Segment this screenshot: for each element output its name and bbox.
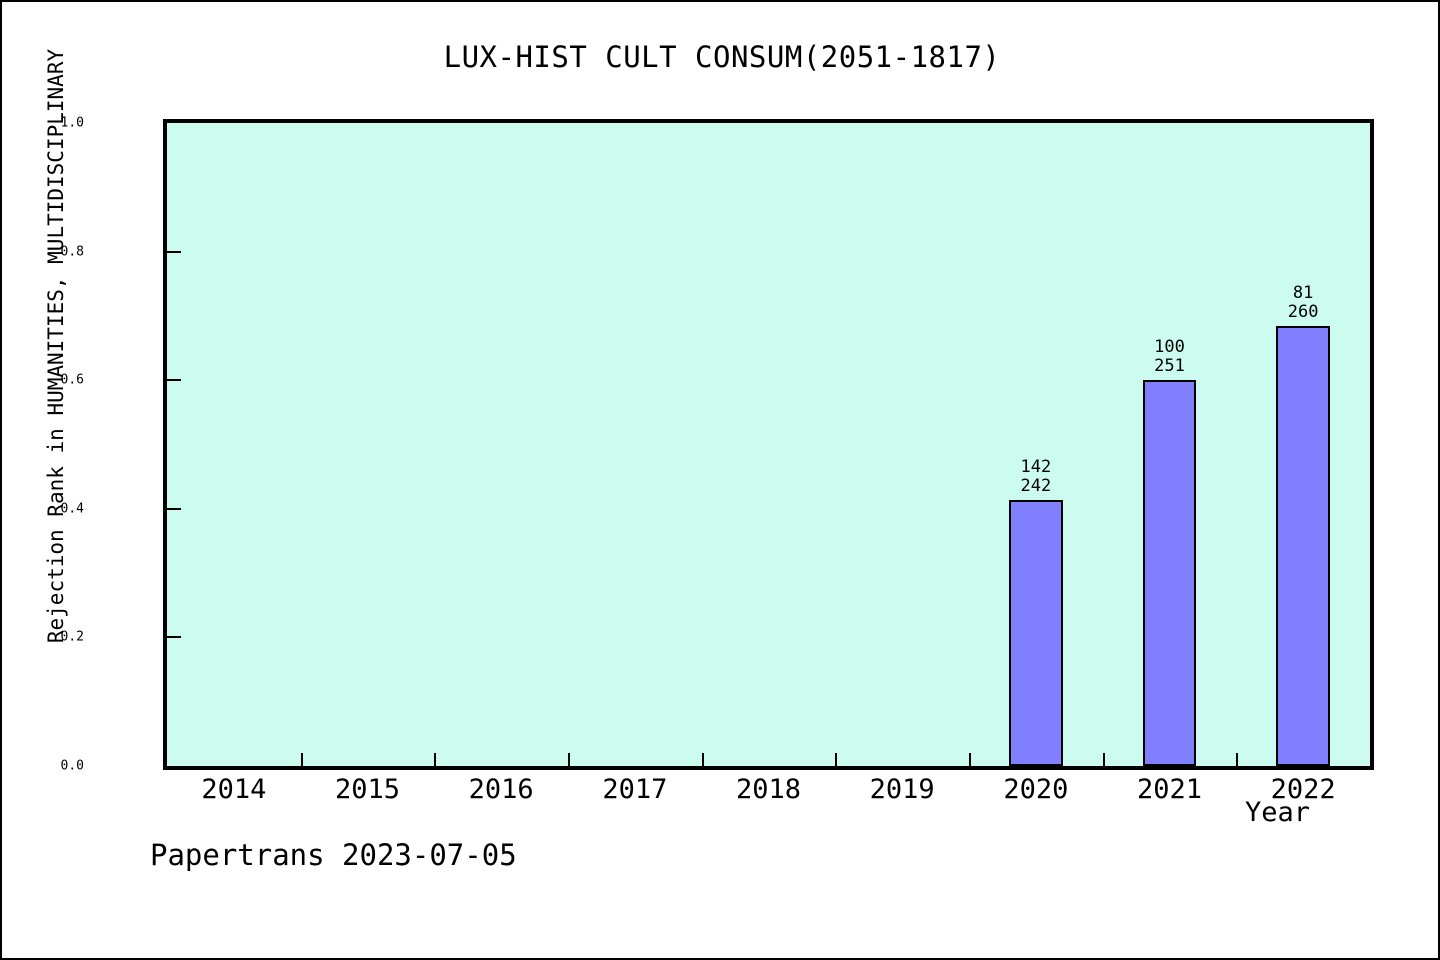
bar-annotation-2021: 100 251 <box>1090 336 1250 376</box>
x-tick-mark <box>835 753 838 766</box>
y-tick-label: 0.2 <box>60 629 84 645</box>
x-tick-mark <box>1236 753 1239 766</box>
x-tick-mark <box>1102 753 1105 766</box>
plot-inner: 0.0 0.2 0.4 0.6 0.8 1.0 2014 2015 2016 2017 2018 2… <box>61 116 1370 806</box>
x-tick-mark <box>969 753 971 766</box>
x-tick-label: 2015 <box>334 774 401 805</box>
annotation-line-1: 100 <box>1154 336 1185 357</box>
y-tick-label: 1.0 <box>60 115 84 131</box>
x-tick-mark <box>568 753 570 766</box>
plot-area: 0.0 0.2 0.4 0.6 0.8 1.0 2014 2015 2016 2017 2018 2… <box>61 116 1374 806</box>
x-tick-label: 2014 <box>201 774 267 805</box>
bar-2020[interactable] <box>1009 500 1063 766</box>
x-tick-label: 2016 <box>468 774 534 805</box>
annotation-line-2: 251 <box>1154 355 1185 376</box>
x-tick-label: 2022 <box>1270 774 1336 805</box>
x-tick-mark <box>300 753 303 766</box>
x-tick-label: 2021 <box>1136 774 1203 805</box>
y-tick-mark <box>167 636 181 639</box>
y-tick-mark <box>167 379 181 382</box>
x-tick-label: 2017 <box>602 774 668 805</box>
annotation-line-1: 142 <box>1020 457 1052 478</box>
y-tick-label: 0.6 <box>60 372 84 388</box>
y-tick-label: 0.8 <box>60 244 84 260</box>
x-tick-label: 2020 <box>1003 774 1069 805</box>
y-tick-label: 0.0 <box>60 758 84 774</box>
annotation-line-2: 242 <box>1020 476 1052 497</box>
y-tick-mark <box>167 250 181 253</box>
bar-annotation-2022: 81 260 <box>1223 284 1383 322</box>
x-tick-mark <box>434 753 437 766</box>
bar-2021[interactable] <box>1142 379 1197 766</box>
chart-title: LUX-HIST CULT CONSUM(2051-1817) <box>443 40 1001 74</box>
x-axis-title: Year <box>1245 797 1311 828</box>
bar-2022[interactable] <box>1276 326 1330 766</box>
x-tick-label: 2018 <box>735 774 802 805</box>
y-axis-title: Rejection Rank in HUMANITIES, MULTIDISCI… <box>44 48 68 644</box>
x-tick-label: 2019 <box>869 774 935 805</box>
bar-annotation-2020: 142 242 <box>956 458 1116 496</box>
x-tick-mark <box>701 753 704 766</box>
annotation-line-1: 81 <box>1292 283 1314 304</box>
y-tick-mark <box>167 507 181 510</box>
footer-note: Papertrans 2023-07-05 <box>150 838 517 872</box>
annotation-line-2: 260 <box>1287 302 1319 323</box>
y-tick-label: 0.4 <box>60 501 84 517</box>
